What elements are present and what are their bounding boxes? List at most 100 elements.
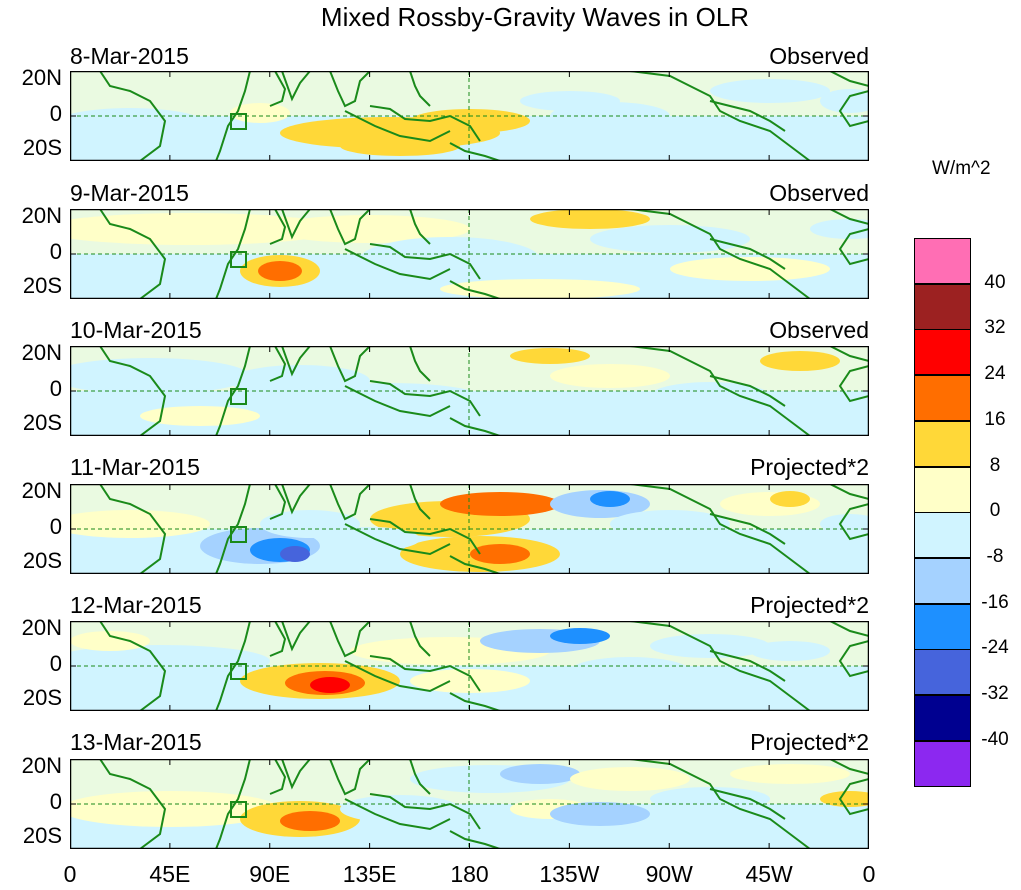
olr-anomaly: [510, 348, 590, 364]
coastline: [709, 375, 786, 407]
olr-anomaly: [258, 261, 302, 281]
olr-anomaly: [340, 136, 460, 156]
coastline: [369, 380, 481, 417]
lat-label: 20S: [22, 135, 62, 160]
olr-anomaly: [770, 406, 869, 426]
lon-label: 90W: [645, 861, 693, 887]
lat-label: 20N: [21, 753, 62, 778]
olr-anomaly: [470, 544, 530, 564]
region-marker: [230, 663, 247, 680]
panel-kind: Observed: [769, 43, 869, 69]
olr-anomaly: [750, 641, 830, 661]
olr-anomaly: [730, 764, 850, 784]
lon-label: 180: [450, 861, 489, 887]
lon-label: 45W: [745, 861, 793, 887]
lat-label: 20N: [21, 65, 62, 90]
colorbar-label: -40: [981, 728, 1009, 750]
colorbar-label: -16: [981, 591, 1009, 613]
map-panel: [70, 209, 869, 299]
coastline: [709, 100, 786, 132]
coastline: [215, 484, 252, 574]
coastline: [838, 503, 869, 541]
coastline: [329, 484, 371, 521]
coastline: [409, 209, 431, 245]
coastline: [344, 248, 451, 281]
olr-anomaly: [640, 121, 740, 141]
coastline: [70, 484, 167, 574]
colorbar-swatch: [914, 283, 971, 330]
lat-label: 20N: [21, 478, 62, 503]
olr-anomaly: [820, 791, 869, 807]
coastline: [329, 71, 371, 108]
panel-date: 8-Mar-2015: [70, 43, 189, 69]
coastline: [240, 346, 287, 382]
region-marker: [230, 526, 247, 543]
olr-anomaly: [440, 279, 640, 299]
coastline: [240, 759, 287, 795]
coastline: [281, 759, 311, 790]
colorbar-label: -24: [981, 637, 1009, 659]
coastline: [344, 523, 451, 556]
panel-kind: Observed: [769, 180, 869, 206]
olr-anomaly: [190, 117, 310, 145]
figure-title: Mixed Rossby-Gravity Waves in OLR: [320, 2, 750, 32]
coastline: [709, 788, 786, 820]
colorbar-label: 32: [984, 317, 1006, 339]
olr-anomaly: [410, 669, 530, 693]
olr-anomaly: [760, 351, 840, 371]
lon-label: 135W: [539, 861, 600, 887]
colorbar-label: -8: [986, 545, 1004, 567]
lon-label: 0: [63, 861, 77, 887]
coastline: [829, 209, 869, 225]
coastline: [369, 655, 481, 692]
coastline: [829, 346, 869, 362]
olr-anomaly: [550, 802, 650, 826]
olr-anomaly: [310, 677, 350, 693]
coastline: [829, 621, 869, 637]
olr-anomaly: [710, 79, 830, 103]
coastline: [449, 417, 501, 436]
map-panel: [70, 621, 869, 711]
panel-date: 10-Mar-2015: [70, 317, 202, 343]
lat-label: 20N: [21, 203, 62, 228]
panel-date: 11-Mar-2015: [70, 454, 200, 480]
colorbar-swatch: [914, 695, 971, 741]
coastline: [629, 209, 811, 299]
coastline: [369, 518, 481, 555]
olr-anomaly: [550, 628, 610, 644]
coastline: [838, 365, 869, 403]
lat-label: 20S: [22, 548, 62, 573]
coastline: [70, 71, 167, 161]
coastline: [409, 484, 431, 520]
olr-anomaly: [280, 546, 310, 562]
olr-anomaly: [670, 257, 830, 281]
olr-anomaly: [810, 219, 869, 239]
olr-anomaly: [500, 764, 580, 784]
olr-anomaly: [650, 787, 770, 811]
coastline: [70, 621, 167, 711]
olr-anomaly: [270, 215, 470, 243]
olr-anomaly: [610, 510, 730, 538]
coastline: [344, 798, 451, 831]
olr-anomaly: [70, 213, 340, 245]
coastline: [629, 484, 811, 574]
map-panel: [70, 71, 869, 161]
lat-label: 20S: [22, 410, 62, 435]
colorbar-unit: W/m^2: [932, 158, 991, 179]
coastline: [240, 621, 287, 657]
panel-kind: Projected*2: [750, 729, 869, 755]
coastline: [240, 484, 287, 520]
lat-label: 0: [49, 239, 62, 264]
colorbar-swatch: [914, 375, 971, 422]
lat-label: 20S: [22, 823, 62, 848]
lat-label: 0: [49, 376, 62, 401]
coastline: [449, 692, 501, 711]
colorbar-label: 8: [989, 454, 1001, 476]
region-marker: [230, 113, 247, 130]
colorbar-swatch: [914, 649, 971, 696]
colorbar-swatch: [914, 329, 971, 376]
coastline: [281, 484, 311, 515]
olr-anomaly: [70, 108, 210, 144]
coastline: [709, 650, 786, 682]
coastline: [829, 759, 869, 775]
